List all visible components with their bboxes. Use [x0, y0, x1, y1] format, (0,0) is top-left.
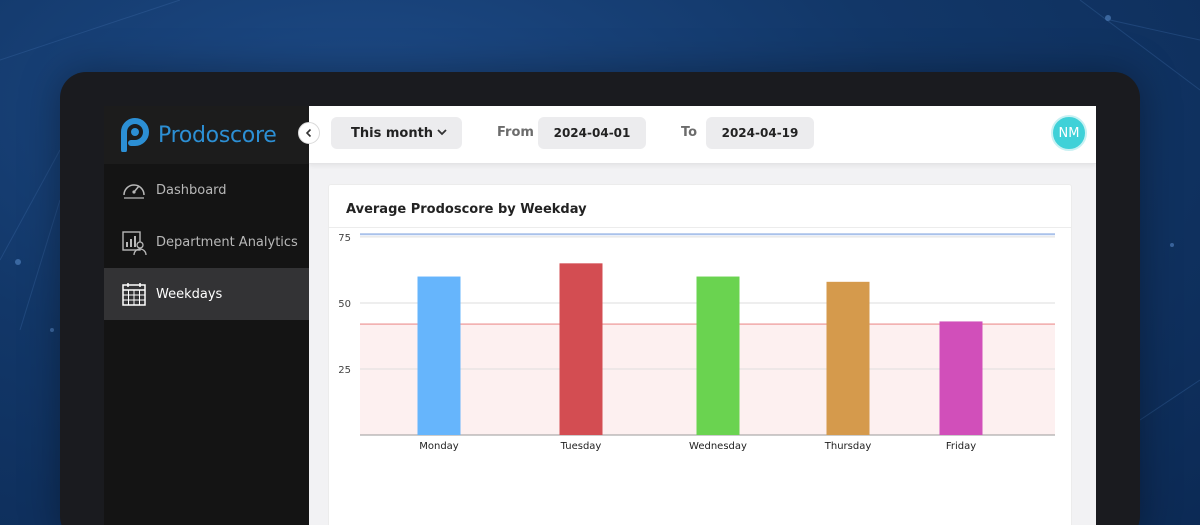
bar-monday [417, 276, 461, 435]
from-date-field[interactable]: 2024-04-01 [538, 117, 646, 149]
chevron-left-icon [305, 128, 312, 138]
brand-name: Prodoscore [158, 122, 277, 148]
sidebar-item-weekdays[interactable]: Weekdays [104, 268, 309, 320]
y-tick-label: 25 [338, 365, 351, 376]
weekday-bar-chart: 25 50 75 Monday Tuesday Wednesday Thursday Frid… [338, 233, 1055, 452]
app-screen: Prodoscore Dashboard Department Analytic… [104, 106, 1096, 525]
sidebar-item-department-analytics[interactable]: Department Analytics [104, 216, 309, 268]
sidebar-item-label: Weekdays [156, 286, 223, 302]
calendar-icon [122, 283, 146, 306]
y-tick-label: 75 [338, 233, 351, 244]
sidebar-item-label: Dashboard [156, 182, 227, 198]
period-dropdown[interactable]: This month [331, 117, 462, 149]
x-tick-label: Monday [419, 441, 459, 452]
from-label: From [497, 125, 534, 140]
bar-wednesday [696, 276, 740, 435]
user-avatar[interactable]: NM [1051, 115, 1087, 151]
brand[interactable]: Prodoscore [104, 106, 309, 164]
x-tick-label: Thursday [824, 441, 872, 452]
bar-friday [939, 321, 983, 435]
bar-thursday [826, 281, 870, 435]
collapse-sidebar-button[interactable] [298, 122, 320, 144]
chart-title: Average Prodoscore by Weekday [329, 185, 1071, 228]
sidebar-item-label: Department Analytics [156, 234, 298, 250]
to-date-field[interactable]: 2024-04-19 [706, 117, 814, 149]
analytics-icon [122, 231, 147, 256]
sidebar-item-dashboard[interactable]: Dashboard [104, 164, 309, 216]
gauge-icon [123, 184, 145, 199]
x-tick-label: Wednesday [689, 441, 747, 452]
period-value: This month [351, 125, 434, 141]
y-tick-label: 50 [338, 299, 351, 310]
sidebar: Prodoscore Dashboard Department Analytic… [104, 106, 309, 525]
x-tick-label: Friday [946, 441, 976, 452]
chevron-down-icon [437, 129, 447, 136]
prodoscore-logo-icon [121, 118, 149, 152]
bar-tuesday [559, 263, 603, 435]
top-bar: This month From 2024-04-01 To 2024-04-19… [309, 106, 1096, 164]
to-label: To [681, 125, 698, 140]
x-tick-label: Tuesday [560, 441, 602, 452]
weekday-chart-card: Average Prodoscore by Weekday 25 50 75 Mond… [328, 184, 1072, 525]
